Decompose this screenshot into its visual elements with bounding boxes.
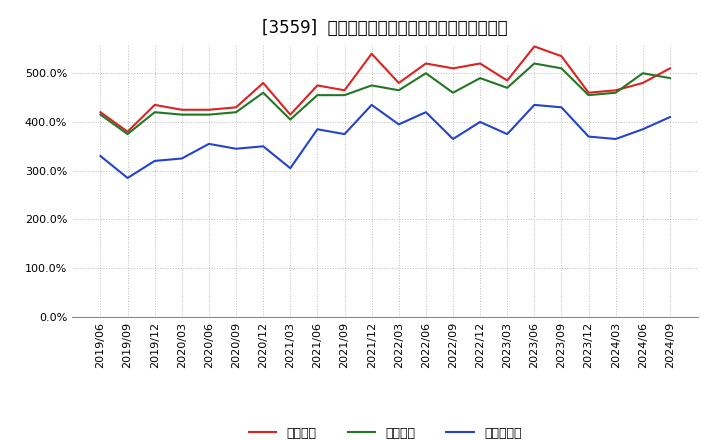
- 当座比率: [476, 76, 485, 81]
- 流動比率: [611, 88, 620, 93]
- 当座比率: [367, 83, 376, 88]
- 当座比率: [341, 92, 349, 98]
- 現顔金比率: [557, 105, 566, 110]
- Line: 当座比率: 当座比率: [101, 63, 670, 134]
- 現顔金比率: [639, 127, 647, 132]
- 現顔金比率: [341, 132, 349, 137]
- 当座比率: [584, 92, 593, 98]
- 現顔金比率: [259, 143, 268, 149]
- 現顔金比率: [313, 127, 322, 132]
- 現顔金比率: [503, 132, 511, 137]
- 流動比率: [476, 61, 485, 66]
- 当座比率: [313, 92, 322, 98]
- 現顔金比率: [178, 156, 186, 161]
- 現顔金比率: [150, 158, 159, 164]
- 現顔金比率: [449, 136, 457, 142]
- 流動比率: [367, 51, 376, 56]
- 現顔金比率: [530, 102, 539, 107]
- 当座比率: [178, 112, 186, 117]
- 当座比率: [259, 90, 268, 95]
- 現顔金比率: [476, 119, 485, 125]
- 流動比率: [421, 61, 430, 66]
- 流動比率: [178, 107, 186, 112]
- 当座比率: [611, 90, 620, 95]
- 流動比率: [584, 90, 593, 95]
- 現顔金比率: [367, 102, 376, 107]
- 当座比率: [204, 112, 213, 117]
- 流動比率: [449, 66, 457, 71]
- 当座比率: [530, 61, 539, 66]
- 流動比率: [665, 66, 674, 71]
- 現顔金比率: [584, 134, 593, 139]
- Line: 現顔金比率: 現顔金比率: [101, 105, 670, 178]
- 当座比率: [665, 76, 674, 81]
- Title: [3559]  流動比率、当座比率、現顔金比率の推移: [3559] 流動比率、当座比率、現顔金比率の推移: [262, 19, 508, 37]
- 流動比率: [123, 129, 132, 134]
- 現顔金比率: [395, 122, 403, 127]
- 当座比率: [421, 70, 430, 76]
- 現顔金比率: [421, 110, 430, 115]
- 流動比率: [639, 81, 647, 86]
- 現顔金比率: [232, 146, 240, 151]
- 現顔金比率: [286, 165, 294, 171]
- 流動比率: [557, 54, 566, 59]
- 当座比率: [395, 88, 403, 93]
- Line: 流動比率: 流動比率: [101, 47, 670, 132]
- 当座比率: [232, 110, 240, 115]
- 流動比率: [232, 105, 240, 110]
- 現顔金比率: [665, 114, 674, 120]
- 流動比率: [259, 81, 268, 86]
- 当座比率: [503, 85, 511, 91]
- 現顔金比率: [204, 141, 213, 147]
- 流動比率: [341, 88, 349, 93]
- Legend: 流動比率, 当座比率, 現顔金比率: 流動比率, 当座比率, 現顔金比率: [249, 427, 521, 440]
- 現顔金比率: [123, 175, 132, 180]
- 流動比率: [96, 110, 105, 115]
- 流動比率: [286, 112, 294, 117]
- 流動比率: [204, 107, 213, 112]
- 当座比率: [639, 70, 647, 76]
- 流動比率: [530, 44, 539, 49]
- 当座比率: [123, 132, 132, 137]
- 当座比率: [96, 112, 105, 117]
- 当座比率: [286, 117, 294, 122]
- 現顔金比率: [611, 136, 620, 142]
- 当座比率: [150, 110, 159, 115]
- 現顔金比率: [96, 154, 105, 159]
- 流動比率: [395, 81, 403, 86]
- 当座比率: [449, 90, 457, 95]
- 流動比率: [503, 78, 511, 83]
- 当座比率: [557, 66, 566, 71]
- 流動比率: [150, 102, 159, 107]
- 流動比率: [313, 83, 322, 88]
